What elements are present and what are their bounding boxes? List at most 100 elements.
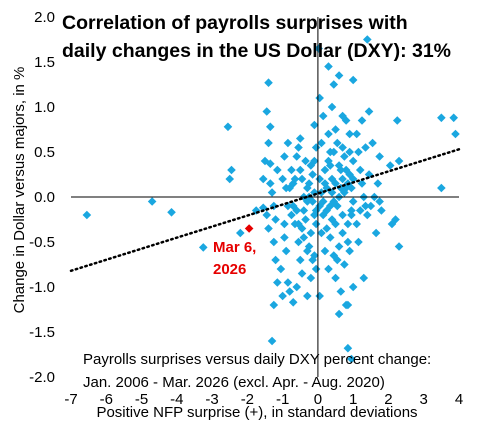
y-axis-ticks: -2.0 -1.5 -1.0 -0.5 0.0 0.5 1.0 1.5 2.0: [29, 9, 55, 386]
x-axis-ticks: -7 -6 -5 -4 -3 -2 -1 0 1 2 3 4: [64, 391, 463, 408]
data-point: [385, 161, 395, 170]
data-point: [345, 246, 354, 256]
data-point: [303, 183, 312, 193]
data-point: [310, 188, 319, 197]
data-point: [317, 138, 326, 148]
data-point: [345, 147, 354, 157]
data-point: [320, 179, 330, 188]
data-point: [357, 179, 367, 188]
data-point: [341, 165, 351, 175]
trend-line: [69, 148, 461, 273]
data-point: [297, 224, 307, 233]
x-tick-label: -3: [205, 391, 218, 408]
data-point: [377, 206, 386, 215]
data-point: [345, 129, 354, 139]
data-point: [258, 203, 268, 213]
data-point: [314, 44, 323, 53]
data-point: [331, 125, 340, 134]
data-point: [361, 143, 370, 152]
data-point: [281, 246, 291, 256]
highlight-label-line-1: Mar 6,: [213, 239, 256, 256]
data-point: [308, 170, 317, 179]
data-point: [278, 174, 287, 184]
y-tick-label: -2.0: [29, 369, 55, 386]
x-tick-label: -6: [100, 391, 113, 408]
data-point: [449, 113, 459, 123]
note-line-2: Jan. 2006 - Mar. 2026 (excl. Apr. - Aug.…: [83, 374, 385, 391]
data-point: [343, 300, 353, 310]
x-tick-label: -7: [64, 391, 77, 408]
data-point: [264, 224, 273, 233]
data-point: [354, 237, 363, 247]
data-point: [311, 206, 321, 215]
data-point: [303, 291, 312, 301]
y-tick-label: -0.5: [29, 234, 55, 251]
y-tick-label: -1.5: [29, 324, 55, 341]
data-point: [311, 219, 321, 229]
data-point: [285, 287, 294, 296]
y-tick-label: 0.5: [34, 144, 55, 161]
data-point: [348, 156, 358, 166]
data-point: [354, 147, 363, 157]
data-point: [306, 273, 316, 283]
data-point: [338, 174, 347, 184]
data-point: [271, 215, 280, 224]
data-point: [281, 183, 291, 193]
data-point: [301, 215, 310, 224]
data-point: [364, 170, 374, 179]
data-point: [301, 156, 310, 166]
data-point: [308, 197, 317, 206]
data-point: [361, 201, 370, 211]
data-point: [333, 255, 342, 265]
data-point: [288, 201, 298, 211]
data-point: [311, 143, 321, 152]
data-point: [329, 80, 339, 89]
data-point: [310, 210, 319, 220]
data-point: [310, 251, 319, 260]
data-point: [265, 122, 275, 132]
data-point: [373, 179, 383, 188]
x-tick-label: -5: [135, 391, 148, 408]
data-point: [292, 152, 302, 161]
data-point: [297, 174, 307, 184]
data-point: [262, 210, 272, 220]
data-point: [331, 273, 340, 283]
data-point: [198, 243, 208, 252]
data-point: [304, 242, 314, 251]
x-tick-label: -2: [241, 391, 254, 408]
chart-title-line-2: daily changes in the US Dollar (DXY): 31…: [62, 40, 451, 62]
data-point: [338, 210, 347, 220]
x-tick-label: 2: [384, 391, 392, 408]
data-point: [327, 188, 337, 197]
data-point: [267, 188, 277, 197]
data-point: [322, 206, 332, 215]
data-point: [283, 138, 293, 148]
data-point: [82, 210, 92, 220]
data-point: [288, 298, 298, 307]
data-point: [306, 228, 316, 238]
data-point: [325, 147, 335, 157]
x-tick-label: 3: [420, 391, 428, 408]
data-point: [340, 260, 349, 269]
data-point: [273, 278, 282, 287]
data-point: [262, 107, 272, 116]
data-point: [322, 224, 332, 233]
data-point: [362, 210, 372, 220]
data-point: [287, 210, 296, 220]
data-point: [288, 179, 298, 188]
data-point: [269, 237, 279, 247]
x-axis-label: Positive NFP surprise (+), in standard d…: [96, 404, 417, 421]
data-point: [225, 174, 235, 184]
data-point: [223, 122, 233, 132]
y-axis-label: Change in Dollar versus majors, in %: [11, 67, 28, 314]
data-point: [338, 143, 347, 152]
data-point: [280, 152, 289, 161]
data-point: [283, 278, 293, 287]
data-point: [292, 206, 302, 215]
data-point: [167, 208, 176, 217]
data-point: [394, 242, 404, 251]
data-point: [338, 228, 347, 238]
y-tick-label: 2.0: [34, 9, 55, 26]
data-point: [273, 165, 282, 175]
